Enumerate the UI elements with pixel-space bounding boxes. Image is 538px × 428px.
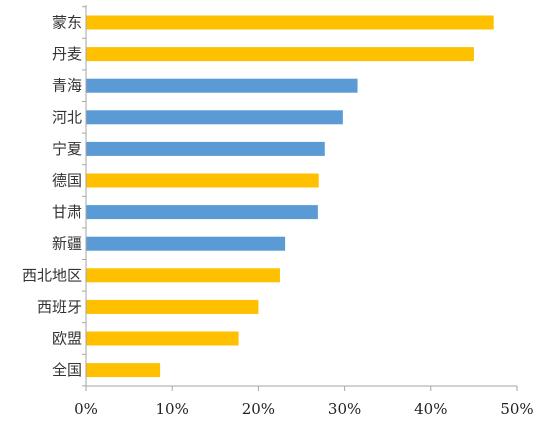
bar-6 [86,205,318,220]
x-tick-label-3: 30% [328,400,361,418]
bar-2 [86,78,358,93]
category-label-2: 青海 [52,77,82,95]
x-tick-label-0: 0% [74,400,98,418]
category-label-1: 丹麦 [52,45,82,63]
category-label-3: 河北 [52,108,82,126]
bar-3 [86,110,343,125]
x-tick-label-2: 20% [242,400,275,418]
bar-1 [86,47,474,62]
bar-8 [86,268,280,283]
category-label-10: 欧盟 [52,330,82,348]
bar-4 [86,141,325,156]
category-label-5: 德国 [52,172,82,190]
bars-group [86,15,494,378]
category-label-0: 蒙东 [52,14,82,32]
bar-0 [86,15,494,30]
x-axis [82,5,518,391]
category-label-9: 西班牙 [37,298,82,316]
x-tick-labels: 0% 10% 20% 30% 40% 50% [74,400,534,418]
bar-9 [86,299,259,314]
x-tick-label-4: 40% [414,400,447,418]
bar-10 [86,331,239,346]
category-label-8: 西北地区 [22,266,82,284]
x-tick-label-5: 50% [500,400,533,418]
category-label-7: 新疆 [52,235,82,253]
category-label-6: 甘肃 [52,203,82,221]
bar-11 [86,363,161,378]
bar-5 [86,173,319,188]
bar-7 [86,236,286,251]
category-label-11: 全国 [52,361,82,379]
x-tick-label-1: 10% [156,400,189,418]
category-label-4: 宁夏 [52,140,82,158]
